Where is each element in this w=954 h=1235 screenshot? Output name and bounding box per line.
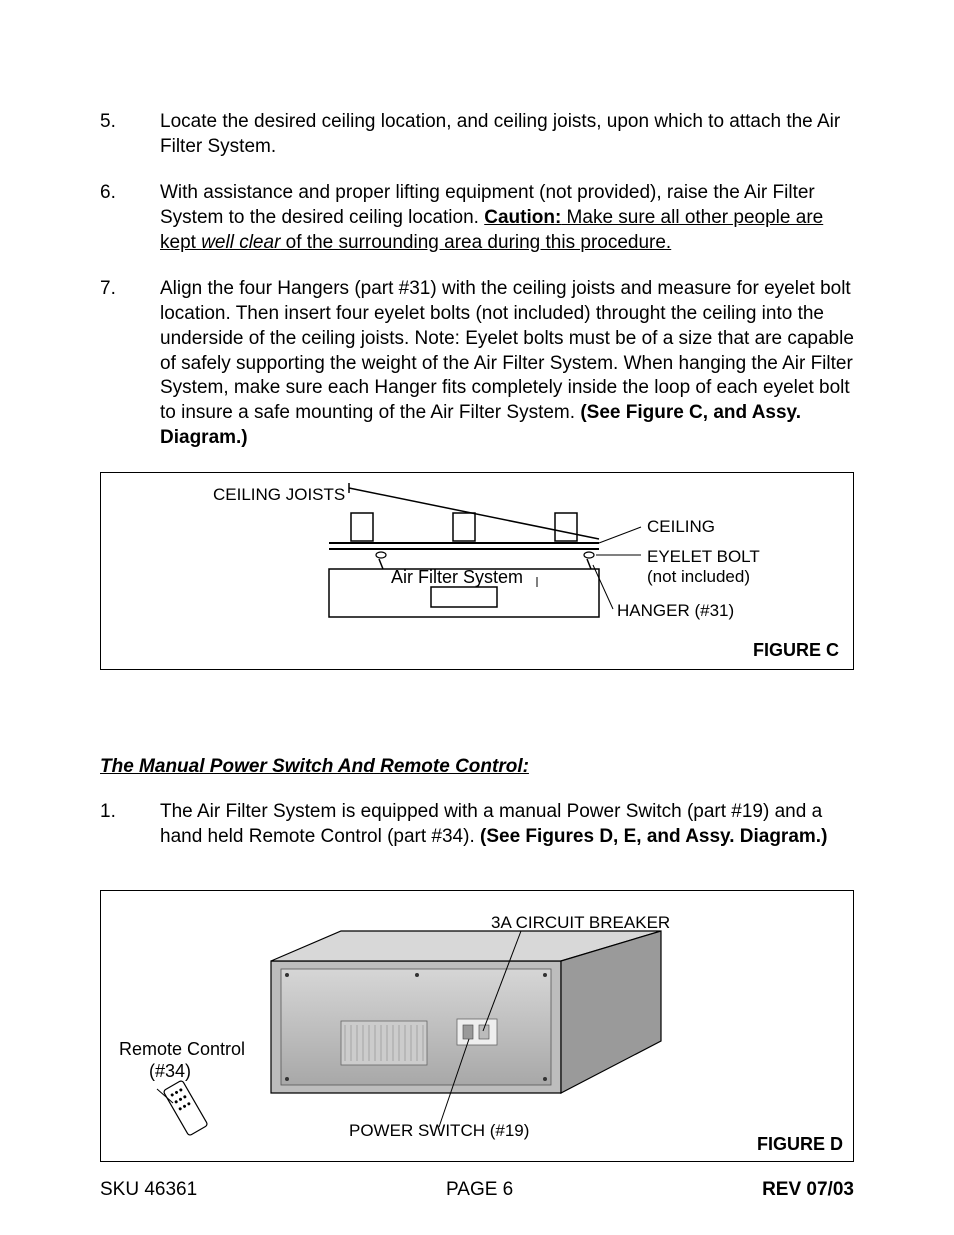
figure-d-label: FIGURE D [757,1134,843,1155]
footer-rev: REV 07/03 [762,1179,854,1201]
footer-page: PAGE 6 [446,1179,513,1201]
list-number: 7. [100,277,160,450]
label-circuit-breaker: 3A CIRCUIT BREAKER [491,913,670,933]
figure-d-box: 3A CIRCUIT BREAKER Remote Control (#34) … [100,890,854,1162]
instruction-list-2: 1.The Air Filter System is equipped with… [100,800,854,849]
section-title: The Manual Power Switch And Remote Contr… [100,756,854,778]
list-item: 7.Align the four Hangers (part #31) with… [100,277,854,450]
list-number: 1. [100,800,160,849]
label-hanger: HANGER (#31) [617,601,734,621]
label-ceiling-joists: CEILING JOISTS [213,485,345,505]
document-page: 5.Locate the desired ceiling location, a… [0,0,954,1235]
label-ceiling: CEILING [647,517,715,537]
label-not-included: (not included) [647,567,750,587]
figure-c-label: FIGURE C [753,640,839,661]
list-item: 5.Locate the desired ceiling location, a… [100,110,854,159]
page-footer: SKU 46361 PAGE 6 REV 07/03 [100,1179,854,1201]
label-power-switch: POWER SWITCH (#19) [349,1121,529,1141]
list-item: 1.The Air Filter System is equipped with… [100,800,854,849]
list-text: Align the four Hangers (part #31) with t… [160,277,854,450]
label-remote-control: Remote Control [119,1039,245,1060]
label-eyelet-bolt: EYELET BOLT [647,547,760,567]
list-text: With assistance and proper lifting equip… [160,181,854,255]
label-air-filter: Air Filter System [391,567,523,588]
label-remote-num: (#34) [149,1061,191,1082]
instruction-list: 5.Locate the desired ceiling location, a… [100,110,854,450]
list-text: The Air Filter System is equipped with a… [160,800,854,849]
list-item: 6.With assistance and proper lifting equ… [100,181,854,255]
figure-c-box: CEILING JOISTS CEILING EYELET BOLT (not … [100,472,854,670]
list-text: Locate the desired ceiling location, and… [160,110,854,159]
list-number: 5. [100,110,160,159]
list-number: 6. [100,181,160,255]
footer-sku: SKU 46361 [100,1179,197,1201]
